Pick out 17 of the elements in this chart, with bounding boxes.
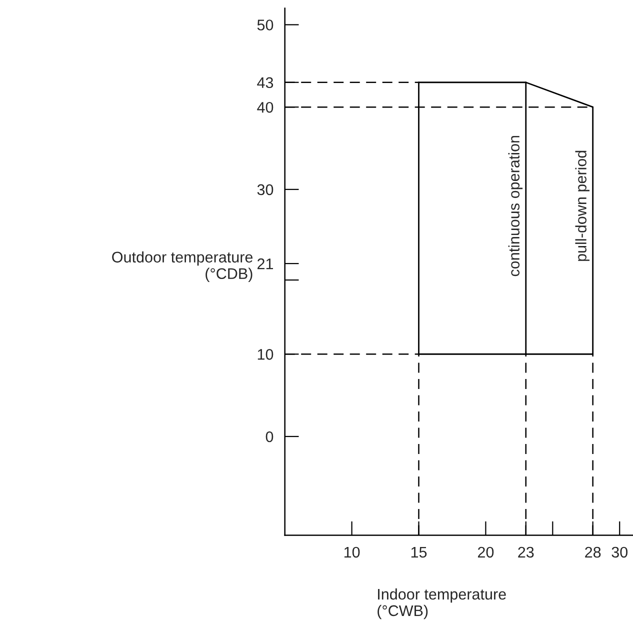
x-tick-label: 10: [344, 546, 360, 558]
annotation: continuous operation: [508, 136, 523, 276]
x-tick-label: 28: [585, 546, 601, 558]
y-tick-label: 30: [257, 184, 274, 196]
y-tick-label: 21: [258, 258, 273, 270]
x-tick-label: 23: [518, 546, 534, 558]
x-tick-label: 30: [612, 546, 628, 558]
y-axis-title: Outdoor temperature (°CDB): [112, 251, 253, 282]
y-tick-label: 0: [266, 431, 274, 442]
y-tick-label: 10: [258, 349, 274, 360]
y-tick-label: 50: [257, 20, 274, 30]
annotation: pull-down period: [575, 150, 590, 261]
x-tick-label: 15: [411, 546, 427, 558]
y-tick-label: 43: [257, 77, 274, 88]
x-axis-title: Indoor temperature (°CWB): [378, 588, 506, 620]
y-tick-label: 40: [257, 102, 274, 113]
x-tick-label: 20: [478, 546, 494, 558]
